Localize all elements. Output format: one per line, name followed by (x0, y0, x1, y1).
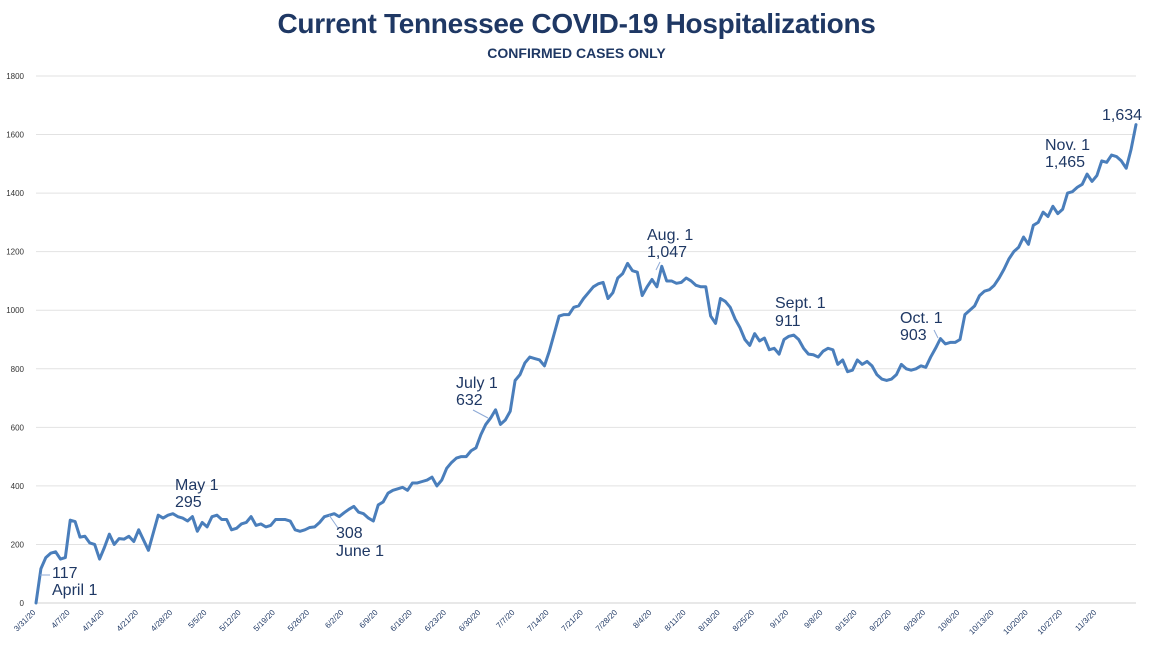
x-tick-label: 8/4/20 (631, 608, 653, 630)
annotation-value: 117 (52, 565, 78, 582)
x-tick-label: 7/14/20 (526, 608, 552, 634)
x-tick-label: 3/31/20 (12, 608, 38, 634)
x-tick-label: 6/9/20 (358, 608, 380, 630)
x-tick-label: 4/21/20 (115, 608, 141, 634)
x-tick-label: 6/2/20 (323, 608, 345, 630)
y-tick-label: 1800 (6, 72, 24, 81)
x-tick-label: 10/6/20 (936, 608, 962, 634)
y-tick-label: 0 (20, 599, 25, 608)
x-tick-label: 5/5/20 (186, 608, 208, 630)
annotation-value: 1,047 (647, 244, 687, 261)
y-tick-label: 600 (11, 423, 25, 432)
x-tick-label: 9/15/20 (834, 608, 860, 634)
y-tick-label: 1400 (6, 189, 24, 198)
annotation-value: 1,634 (1102, 107, 1142, 124)
y-tick-label: 1000 (6, 306, 24, 315)
annotation-value: 632 (456, 392, 483, 409)
annotation-label: May 1 (175, 477, 219, 494)
x-tick-label: 7/7/20 (494, 608, 516, 630)
x-tick-label: 10/20/20 (1001, 608, 1030, 637)
y-tick-label: 1200 (6, 248, 24, 257)
annotation-leader (933, 329, 939, 339)
annotation-leader (655, 261, 661, 271)
annotation-label: Nov. 1 (1045, 137, 1090, 154)
annotation-leader (472, 409, 489, 419)
chart-title: Current Tennessee COVID-19 Hospitalizati… (277, 8, 876, 39)
annotation-label: Oct. 1 (900, 310, 943, 327)
x-tick-label: 9/8/20 (802, 608, 824, 630)
x-tick-label: 8/25/20 (731, 608, 757, 634)
annotation: 1,634 (1102, 107, 1142, 124)
annotation-label: June 1 (336, 543, 384, 560)
x-tick-label: 8/11/20 (663, 608, 688, 633)
x-tick-label: 4/7/20 (50, 608, 72, 630)
x-tick-label: 7/21/20 (560, 608, 586, 634)
series-line (34, 123, 1138, 605)
annotation-value: 1,465 (1045, 154, 1085, 171)
annotation-value: 903 (900, 327, 927, 344)
annotation-label: Aug. 1 (647, 227, 693, 244)
x-tick-label: 6/23/20 (423, 608, 449, 634)
x-tick-label: 10/13/20 (967, 608, 996, 637)
x-tick-label: 5/19/20 (252, 608, 278, 634)
x-tick-label: 4/14/20 (81, 608, 107, 634)
series-layer (34, 123, 1138, 605)
y-tick-label: 400 (11, 482, 25, 491)
y-tick-label: 1600 (6, 131, 24, 140)
x-tick-label: 6/30/20 (457, 608, 483, 634)
x-tick-label: 9/22/20 (868, 608, 894, 634)
y-tick-label: 200 (11, 540, 25, 549)
x-tick-label: 6/16/20 (389, 608, 415, 634)
annotation-label: April 1 (52, 582, 97, 599)
annotation-label: Sept. 1 (775, 295, 826, 312)
y-tick-label: 800 (11, 365, 25, 374)
x-tick-label: 7/28/20 (594, 608, 620, 634)
x-tick-label: 9/29/20 (902, 608, 928, 634)
x-tick-label: 5/26/20 (286, 608, 312, 634)
annotation-label: July 1 (456, 375, 498, 392)
x-tick-label: 4/28/20 (149, 608, 175, 634)
axis-layer: 0 200 400 600 800 1000 1200 1400 1600 1800 3/31/20… (6, 72, 1136, 636)
x-tick-label: 11/3/20 (1073, 608, 1098, 633)
annotation-value: 911 (775, 313, 801, 330)
annotation-leader (328, 514, 339, 529)
x-tick-label: 5/12/20 (218, 608, 244, 634)
x-tick-label: 8/18/20 (697, 608, 723, 634)
annotation-value: 308 (336, 525, 363, 542)
annotation: Aug. 11,047 (647, 227, 693, 261)
chart-subtitle: CONFIRMED CASES ONLY (487, 45, 666, 61)
annotation-value: 295 (175, 494, 202, 511)
annotation: Nov. 11,465 (1045, 137, 1090, 171)
x-tick-label: 10/27/20 (1036, 608, 1065, 637)
x-tick-label: 9/1/20 (768, 608, 790, 630)
